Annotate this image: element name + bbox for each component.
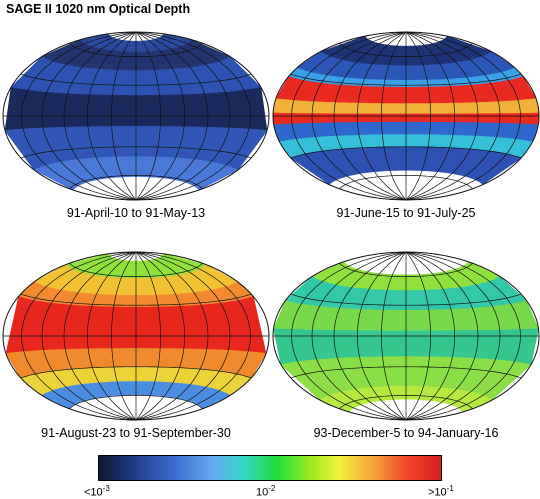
longitude-line xyxy=(356,251,407,421)
longitude-line xyxy=(111,31,137,201)
globe-outline xyxy=(2,31,270,201)
longitude-line xyxy=(135,251,251,421)
longitude-line xyxy=(405,31,479,201)
map-panel-apr-may-1991: 91-April-10 to 91-May-13 xyxy=(2,30,270,220)
figure-title: SAGE II 1020 nm Optical Depth xyxy=(6,2,191,16)
longitude-line xyxy=(21,251,137,421)
hammer-projection-map xyxy=(2,31,270,201)
longitude-line xyxy=(135,31,161,201)
longitude-line xyxy=(405,251,431,421)
longitude-line xyxy=(86,31,137,201)
longitude-line xyxy=(41,31,137,201)
longitude-line xyxy=(381,251,407,421)
longitude-line xyxy=(135,31,251,201)
globe-outline xyxy=(272,31,540,201)
longitude-line xyxy=(311,31,407,201)
longitude-line xyxy=(405,31,456,201)
longitude-line xyxy=(291,31,407,201)
longitude-line xyxy=(63,31,137,201)
longitude-line xyxy=(291,251,407,421)
longitude-line xyxy=(21,31,137,201)
panel-caption: 91-August-23 to 91-September-30 xyxy=(41,426,231,440)
colorbar-mid-label: 10-2 xyxy=(256,484,276,499)
map-panel-dec-jan-1993: 93-December-5 to 94-January-16 xyxy=(272,250,540,440)
graticule xyxy=(273,251,539,421)
globe-outline xyxy=(2,251,270,421)
longitude-line xyxy=(333,251,407,421)
longitude-line xyxy=(135,251,186,421)
longitude-line xyxy=(86,251,137,421)
longitude-line xyxy=(135,251,209,421)
color-scale-bar xyxy=(98,455,442,481)
longitude-line xyxy=(405,251,521,421)
longitude-line xyxy=(381,31,407,201)
map-panel-aug-sep-1991: 91-August-23 to 91-September-30 xyxy=(2,250,270,440)
graticule xyxy=(273,31,539,201)
panel-caption: 93-December-5 to 94-January-16 xyxy=(313,426,499,440)
longitude-line xyxy=(135,251,161,421)
longitude-line xyxy=(111,251,137,421)
colorbar-min-label: <10-3 xyxy=(84,484,110,499)
hammer-projection-map xyxy=(2,251,270,421)
longitude-line xyxy=(333,31,407,201)
longitude-line xyxy=(405,31,431,201)
longitude-line xyxy=(41,251,137,421)
longitude-line xyxy=(135,251,231,421)
hammer-projection-map xyxy=(272,31,540,201)
longitude-line xyxy=(405,251,501,421)
globe-outline xyxy=(272,251,540,421)
longitude-line xyxy=(405,251,456,421)
hammer-projection-map xyxy=(272,251,540,421)
longitude-line xyxy=(135,31,186,201)
panel-caption: 91-April-10 to 91-May-13 xyxy=(66,206,206,220)
longitude-line xyxy=(311,251,407,421)
longitude-line xyxy=(405,31,501,201)
panel-caption: 91-June-15 to 91-July-25 xyxy=(336,206,476,220)
longitude-line xyxy=(356,31,407,201)
longitude-line xyxy=(405,251,479,421)
longitude-line xyxy=(135,31,231,201)
map-panel-jun-jul-1991: 91-June-15 to 91-July-25 xyxy=(272,30,540,220)
colorbar-max-label: >10-1 xyxy=(428,484,454,499)
longitude-line xyxy=(135,31,209,201)
graticule xyxy=(3,251,269,421)
longitude-line xyxy=(405,31,521,201)
graticule xyxy=(3,31,269,201)
longitude-line xyxy=(63,251,137,421)
